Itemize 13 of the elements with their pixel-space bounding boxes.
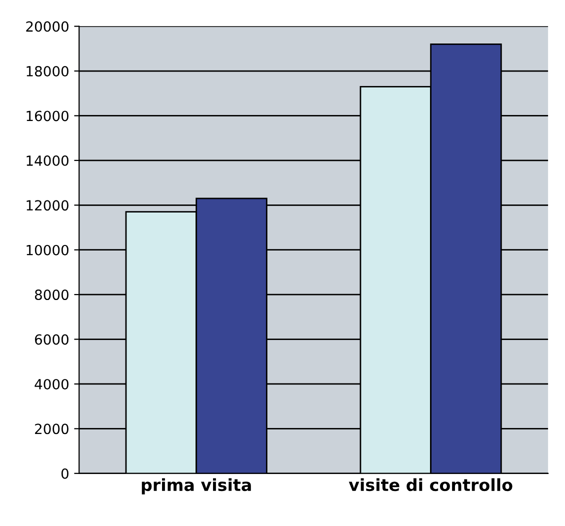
y-tick-label: 0 [61, 468, 68, 479]
y-tick-label: 20000 [26, 21, 68, 32]
y-tick-label: 4000 [34, 378, 68, 390]
x-tick-label: visite di controllo [348, 478, 512, 492]
y-tick-label: 18000 [26, 66, 68, 76]
x-tick-label: prima visita [142, 478, 251, 494]
y-tick-label: 10000 [26, 244, 68, 256]
y-tick-label: 12000 [26, 200, 68, 211]
y-tick-label: 2000 [35, 424, 68, 434]
y-tick-label: 6000 [35, 334, 68, 345]
y-tick-label: 14000 [26, 155, 68, 166]
y-tick-label: 16000 [26, 110, 68, 122]
y-tick-label: 8000 [34, 290, 68, 300]
